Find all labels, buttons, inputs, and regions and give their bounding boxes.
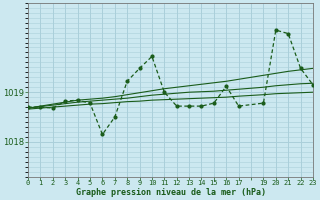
X-axis label: Graphe pression niveau de la mer (hPa): Graphe pression niveau de la mer (hPa) xyxy=(76,188,266,197)
